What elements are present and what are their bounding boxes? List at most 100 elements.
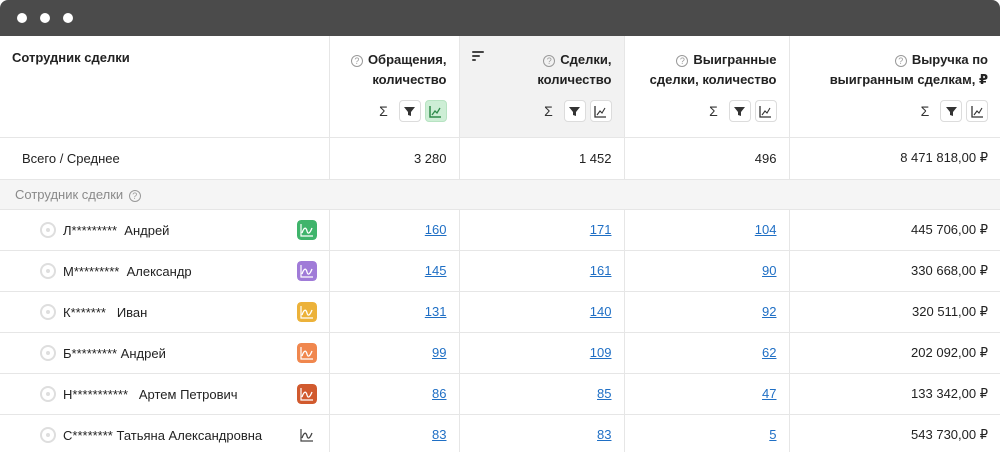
sum-icon[interactable]: Σ	[379, 103, 388, 119]
employee-name: Л********* Андрей	[63, 222, 170, 238]
requests-link[interactable]: 145	[424, 263, 447, 278]
table-row: К******* Иван 131 140 92 320 511,00 ₽	[0, 291, 1000, 333]
header-revenue-label-1: Выручка по	[911, 52, 988, 67]
total-label: Всего / Среднее	[0, 137, 330, 180]
header-employee[interactable]: Сотрудник сделки	[0, 36, 330, 138]
deals-cell[interactable]: 85	[459, 373, 625, 415]
help-icon[interactable]: ?	[350, 55, 363, 67]
help-icon[interactable]: ?	[543, 55, 556, 67]
sort-icon[interactable]	[471, 51, 484, 63]
employee-avatar-icon[interactable]	[40, 385, 56, 402]
deals-cell[interactable]: 171	[459, 209, 625, 251]
employee-avatar-icon[interactable]	[40, 262, 56, 279]
employee-avatar-icon[interactable]	[40, 344, 56, 361]
filter-icon[interactable]	[940, 100, 962, 122]
won-deals-link[interactable]: 5	[769, 427, 777, 442]
won-deals-cell[interactable]: 62	[624, 332, 790, 374]
requests-cell[interactable]: 160	[329, 209, 460, 251]
revenue-cell: 543 730,00 ₽	[789, 414, 1000, 452]
header-employee-label: Сотрудник сделки	[12, 50, 130, 65]
header-won-label-1: Выигранные	[693, 52, 777, 67]
sum-icon[interactable]: Σ	[709, 103, 718, 119]
sparkline-icon[interactable]	[297, 342, 317, 363]
deals-cell[interactable]: 83	[459, 414, 625, 452]
requests-cell[interactable]: 86	[329, 373, 460, 415]
requests-link[interactable]: 83	[432, 427, 447, 442]
chart-toggle-icon[interactable]	[754, 100, 777, 122]
requests-link[interactable]: 131	[424, 304, 447, 319]
requests-cell[interactable]: 99	[329, 332, 460, 374]
requests-link[interactable]: 86	[432, 386, 447, 401]
sparkline-icon[interactable]	[297, 260, 317, 281]
requests-link[interactable]: 99	[432, 345, 447, 360]
chart-toggle-icon[interactable]	[966, 100, 988, 122]
header-deals-label-1: Сделки,	[560, 52, 612, 67]
revenue-cell: 202 092,00 ₽	[789, 332, 1000, 374]
filter-icon[interactable]	[728, 100, 751, 122]
help-icon[interactable]: ?	[128, 189, 141, 202]
window-maximize-dot[interactable]	[63, 13, 73, 23]
help-icon[interactable]: ?	[894, 55, 907, 67]
deals-cell[interactable]: 140	[459, 291, 625, 333]
sum-icon[interactable]: Σ	[544, 103, 553, 119]
deals-cell[interactable]: 161	[459, 250, 625, 292]
employee-name: К******* Иван	[63, 304, 148, 320]
won-deals-link[interactable]: 92	[762, 304, 777, 319]
sparkline-icon[interactable]	[297, 383, 317, 404]
deals-link[interactable]: 171	[589, 222, 612, 237]
won-deals-link[interactable]: 47	[762, 386, 777, 401]
sparkline-icon[interactable]	[297, 219, 317, 240]
sum-icon[interactable]: Σ	[920, 103, 930, 119]
revenue-cell: 320 511,00 ₽	[789, 291, 1000, 333]
employee-name: М********* Александр	[63, 263, 192, 279]
help-icon[interactable]: ?	[676, 55, 689, 67]
window-titlebar	[0, 0, 1000, 36]
header-requests[interactable]: ? Обращения, количество Σ	[329, 36, 460, 138]
sparkline-icon[interactable]	[297, 301, 317, 322]
filter-icon[interactable]	[398, 100, 421, 122]
won-deals-link[interactable]: 62	[762, 345, 777, 360]
employee-avatar-icon[interactable]	[40, 303, 56, 320]
deals-link[interactable]: 140	[589, 304, 612, 319]
requests-link[interactable]: 160	[424, 222, 447, 237]
deals-link[interactable]: 161	[589, 263, 612, 278]
revenue-cell: 133 342,00 ₽	[789, 373, 1000, 415]
requests-cell[interactable]: 83	[329, 414, 460, 452]
won-deals-link[interactable]: 104	[754, 222, 777, 237]
header-won-deals[interactable]: ? Выигранные сделки, количество Σ	[624, 36, 790, 138]
deals-link[interactable]: 109	[589, 345, 612, 360]
won-deals-link[interactable]: 90	[762, 263, 777, 278]
window-minimize-dot[interactable]	[40, 13, 50, 23]
won-deals-cell[interactable]: 5	[624, 414, 790, 452]
sparkline-icon[interactable]	[297, 425, 317, 445]
employee-avatar-icon[interactable]	[40, 426, 56, 443]
group-label: Сотрудник сделки ?	[0, 179, 1000, 210]
group-label-text: Сотрудник сделки	[15, 186, 124, 202]
won-deals-cell[interactable]: 92	[624, 291, 790, 333]
header-won-label-2: сделки, количество	[649, 72, 777, 87]
filter-icon[interactable]	[563, 100, 586, 122]
table-row: М********* Александр 145 161 90 330 668,…	[0, 250, 1000, 292]
employee-cell: Б********* Андрей	[0, 332, 330, 374]
chart-toggle-icon[interactable]	[424, 100, 447, 122]
employee-cell: Л********* Андрей	[0, 209, 330, 251]
requests-cell[interactable]: 145	[329, 250, 460, 292]
employee-avatar-icon[interactable]	[40, 221, 56, 238]
won-deals-cell[interactable]: 104	[624, 209, 790, 251]
deals-link[interactable]: 85	[597, 386, 612, 401]
header-deals[interactable]: ? Сделки, количество Σ	[459, 36, 625, 138]
table-body: Л********* Андрей 160 171 104 445 706,00…	[0, 209, 1000, 452]
won-deals-cell[interactable]: 47	[624, 373, 790, 415]
total-row: Всего / Среднее 3 280 1 452 496 8 471 81…	[0, 137, 1000, 180]
won-deals-cell[interactable]: 90	[624, 250, 790, 292]
deals-link[interactable]: 83	[597, 427, 612, 442]
window-close-dot[interactable]	[17, 13, 27, 23]
requests-cell[interactable]: 131	[329, 291, 460, 333]
deals-cell[interactable]: 109	[459, 332, 625, 374]
chart-toggle-icon[interactable]	[589, 100, 612, 122]
header-revenue-label-2: выигранным сделкам, ₽	[829, 72, 988, 87]
header-requests-label-1: Обращения,	[367, 52, 447, 67]
report-table: Сотрудник сделки ? Обращения, количество …	[0, 36, 1000, 452]
group-header-row: Сотрудник сделки ?	[0, 179, 1000, 210]
header-revenue[interactable]: ? Выручка по выигранным сделкам, ₽ Σ	[789, 36, 1000, 138]
